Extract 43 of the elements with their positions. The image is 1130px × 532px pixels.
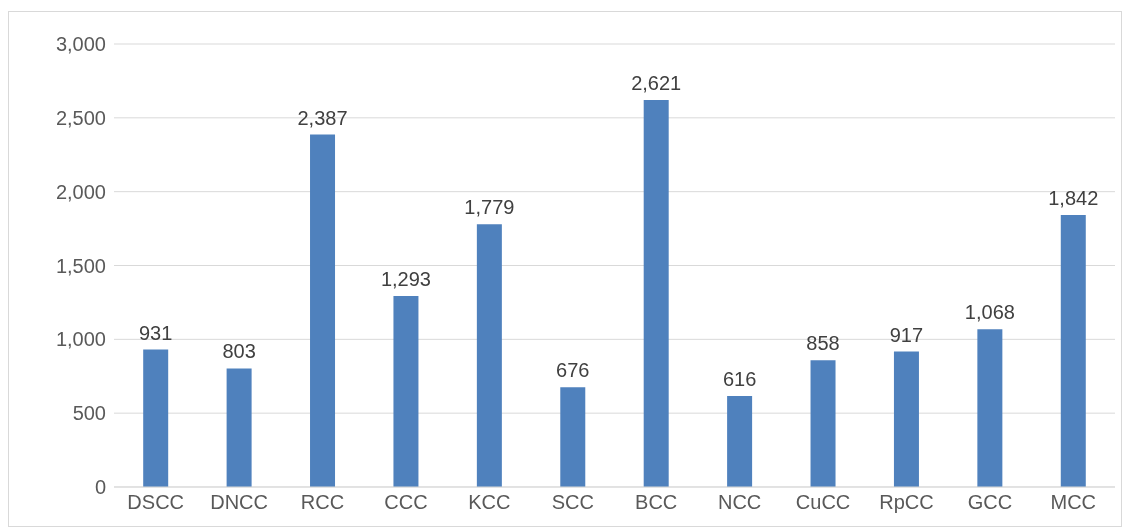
x-tick-label: BCC (635, 491, 678, 514)
x-tick-label: RpCC (879, 491, 934, 514)
bar (560, 387, 586, 487)
y-tick-label: 2,000 (55, 180, 106, 203)
data-label: 858 (806, 332, 840, 355)
x-tick-label: GCC (967, 491, 1013, 514)
bar (643, 99, 669, 487)
x-tick-label: MCC (1050, 491, 1097, 514)
bar (393, 296, 419, 487)
x-tick-label: KCC (468, 491, 511, 514)
data-label: 2,387 (297, 106, 348, 129)
bar (143, 349, 169, 487)
data-label: 1,293 (380, 268, 431, 291)
y-tick-label: 0 (94, 476, 106, 499)
y-tick-label: 3,000 (55, 33, 106, 56)
bar (226, 368, 252, 487)
x-tick-label: RCC (300, 491, 345, 514)
bar (476, 224, 502, 487)
y-tick-label: 1,000 (55, 328, 106, 351)
bar (310, 134, 336, 487)
bar (1060, 215, 1086, 487)
bar (810, 360, 836, 487)
data-label: 1,842 (1048, 187, 1099, 209)
bar (977, 329, 1003, 487)
bar (893, 351, 919, 487)
data-label: 1,068 (964, 301, 1015, 324)
y-tick-label: 500 (72, 402, 106, 425)
data-label: 2,621 (631, 71, 682, 94)
x-tick-label: DNCC (210, 491, 269, 514)
x-tick-label: CuCC (795, 491, 851, 514)
data-label: 616 (722, 368, 757, 391)
y-tick-label: 2,500 (55, 106, 106, 129)
data-label: 931 (139, 321, 173, 344)
data-label: 676 (556, 359, 590, 382)
data-label: 1,779 (464, 196, 515, 219)
x-tick-label: CCC (384, 491, 428, 514)
y-tick-label: 1,500 (55, 254, 106, 277)
bar (727, 396, 753, 487)
data-label: 803 (222, 340, 256, 363)
data-label: 917 (889, 323, 924, 346)
x-tick-label: SCC (551, 491, 594, 514)
x-tick-label: NCC (717, 491, 762, 514)
x-tick-label: DSCC (127, 491, 185, 514)
